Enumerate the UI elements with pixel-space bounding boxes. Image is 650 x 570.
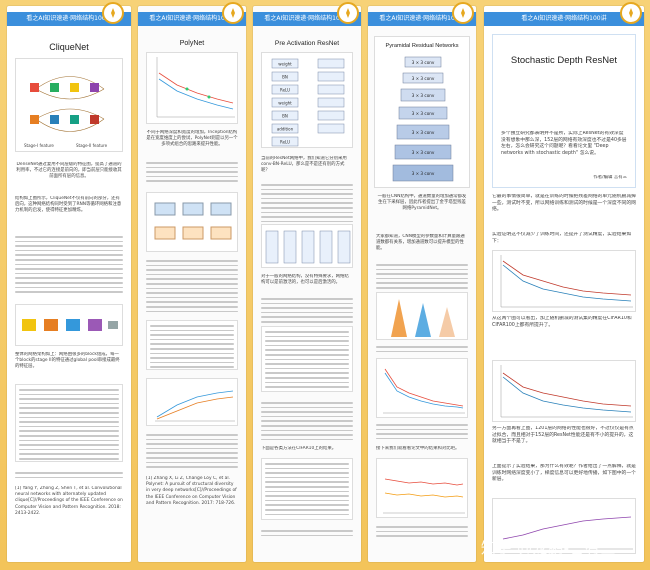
card-text-block-4 — [261, 530, 353, 539]
card-paragraph: 大家都知道，CNN模型的参数量和计算量跟通道数都有关系，增加通道数可以提升模型的… — [376, 234, 465, 252]
card-title: Pyramidal Residual Networks — [385, 43, 459, 49]
block-label: ReLU — [280, 88, 290, 93]
card-paragraph-2: 整体的网络架构如上：网络由很多的block组成，每一个block的stage I… — [15, 352, 120, 370]
preact-results-table — [261, 326, 353, 392]
logo-icon — [620, 2, 642, 24]
polynet-block-diagram — [146, 192, 238, 252]
conv-label: 3 × 3 conv — [412, 130, 435, 135]
card-text-block-4 — [376, 526, 468, 540]
preact-block-diagram: weight BN ReLU weight BN addition ReLU — [261, 52, 353, 148]
card-paragraph: 结构如上图所示，CliqueNet不仅有前向的部分，还有后向，这种网络结构同时受… — [15, 196, 122, 214]
card-paragraph-5: 上面提示了实验结果，那为什么有效呢？作者给出了一点解释，就是训练时网络深度变小了… — [492, 464, 636, 483]
card-paragraph-2: 实验证明这不仅减少了训练时间，还提升了测试精度，实验结果如下： — [492, 232, 632, 244]
block-label: weight — [278, 62, 292, 67]
card-paragraph-3: 从这两个图可以看出，加上随机删减的测试集的精度在CIFAR10和CIFAR100… — [492, 316, 632, 328]
card-title: Stochastic Depth ResNet — [510, 55, 618, 66]
card-caption: 一般在CNN结构中，通道数量的增加通常都发生在下采样层，因此作者提出了金字塔型残… — [377, 194, 467, 212]
card-paragraph-2: 接下来我们就看看论文中的结果和对比吧。 — [376, 446, 460, 451]
card-text-block-2 — [376, 346, 468, 355]
stochastic-gradient-figure — [492, 498, 636, 554]
fig-label-stage1: Stage-I feature — [24, 143, 54, 148]
logo-icon — [222, 2, 244, 24]
logo-icon — [102, 2, 124, 24]
stochastic-title-panel: Stochastic Depth ResNet 多个独立研究都表明并不是所，实际… — [492, 34, 636, 188]
card-text-block — [15, 236, 123, 296]
cliquenet-figure: Stage-I feature Stage-II feature — [15, 58, 123, 152]
preact-variants-diagram — [261, 224, 353, 268]
card-title: Pre Activation ResNet — [274, 40, 340, 47]
card-text-block-2 — [146, 260, 238, 315]
card-text-block-3 — [146, 434, 238, 471]
logo-icon — [337, 2, 359, 24]
card-banner: 看之AI知识速递·网络结构100讲 — [484, 12, 644, 26]
pyramid-result-curve — [376, 458, 468, 518]
card-banner: 看之AI知识速递·网络结构100讲 — [7, 12, 131, 26]
card-paragraph: 对于一般的网络结构，没有特殊要求，网络结构可以是前激活的，也可以是后激活的。 — [261, 274, 349, 286]
results-table — [15, 384, 123, 462]
stochastic-chart-1202 — [492, 360, 636, 422]
card-reference: [1] Zhang X, Li Z, Change Loy C, et al. … — [146, 476, 237, 506]
zhihu-watermark: 知乎 @龙鹏-言有三 — [480, 539, 616, 557]
block-label: addition — [277, 127, 294, 132]
conv-label: 3 × 3 conv — [412, 171, 435, 176]
pyramid-training-curve — [376, 358, 468, 418]
card-caption: 多个独立研究都表明并不是所，实际上ResNet的有效深度没有想象中那么深，152… — [501, 131, 627, 156]
polynet-table — [146, 320, 238, 370]
card-paragraph-4: 另一方面再看上图，1201层的网络的性能也很好，不过仅仅是有点过拟合，而且相对于… — [492, 426, 634, 445]
conv-label: 3 × 3 conv — [412, 150, 435, 155]
card-text-block-3 — [261, 402, 353, 443]
card-caption: 不同于网络深度和宽度的增加，Inception结构是在宽度维度上的尝试，Poly… — [146, 130, 238, 148]
block-label: weight — [278, 101, 292, 106]
conv-label: 3 × 3 conv — [412, 93, 435, 98]
stochastic-chart-cifar10 — [492, 250, 636, 312]
card-text-block-2 — [15, 472, 123, 481]
block-label: ReLU — [280, 140, 290, 145]
card-caption: 当前的ResNet网络中，我们知道它分别采用 conv-BN-ReLU，那么是不… — [261, 156, 347, 174]
card-banner: 看之AI知识速递·网络结构100讲 — [253, 12, 361, 26]
card-title: PolyNet — [179, 40, 205, 47]
card-text-block — [376, 264, 468, 292]
pyramid-shape-figure — [376, 292, 468, 340]
card-reference: [1] Yang Y, Zhong Z, Shen T, et al. Conv… — [15, 486, 123, 516]
card-pyramidnet: 看之AI知识速递·网络结构100讲 Pyramidal Residual Net… — [368, 6, 476, 562]
card-caption: DenseNet通过复用不同层级的特征图，提高了通道的利用率，不过它的连接是前向… — [16, 162, 122, 180]
conv-label: 3 × 3 conv — [412, 76, 435, 81]
logo-icon — [452, 2, 474, 24]
card-banner: 看之AI知识速递·网络结构100讲 — [368, 12, 476, 26]
card-title: CliqueNet — [49, 42, 89, 52]
card-text-block-3 — [376, 424, 468, 442]
network-diagram — [15, 304, 123, 346]
card-polynet: 看之AI知识速递·网络结构100讲 PolyNet 不同于网络深度和宽度的增加，… — [138, 6, 246, 562]
block-label: BN — [282, 75, 288, 80]
conv-label: 3 × 3 conv — [412, 60, 435, 65]
card-author: 作者/编辑 言有三 — [593, 175, 627, 180]
card-cliquenet: 看之AI知识速递·网络结构100讲 CliqueNet Stage-I feat… — [7, 6, 131, 562]
polynet-chart — [146, 52, 238, 124]
block-label: BN — [282, 114, 288, 119]
conv-label: 3 × 3 conv — [412, 111, 435, 116]
pyramidnet-diagram: Pyramidal Residual Networks 3 × 3 conv 3… — [374, 36, 470, 188]
cifar-results-table — [261, 458, 353, 520]
card-paragraph: 它最的事情很简单，就是在训练的时候把残差网络的单元随机删减掉一些，测试时不变，所… — [492, 194, 636, 213]
card-text-block-2 — [261, 298, 353, 326]
card-stochastic-depth: 看之AI知识速递·网络结构100讲 Stochastic Depth ResNe… — [484, 6, 644, 562]
card-table-caption: 下面是各类方法在CIFAR10上的结果。 — [261, 446, 337, 451]
polynet-curve — [146, 378, 238, 426]
card-text-block — [146, 162, 238, 185]
card-banner: 看之AI知识速递·网络结构100讲 — [138, 12, 246, 26]
fig-label-stage2: Stage-II feature — [76, 143, 108, 148]
card-preact-resnet: 看之AI知识速递·网络结构100讲 Pre Activation ResNet … — [253, 6, 361, 562]
card-text-block — [261, 184, 353, 225]
